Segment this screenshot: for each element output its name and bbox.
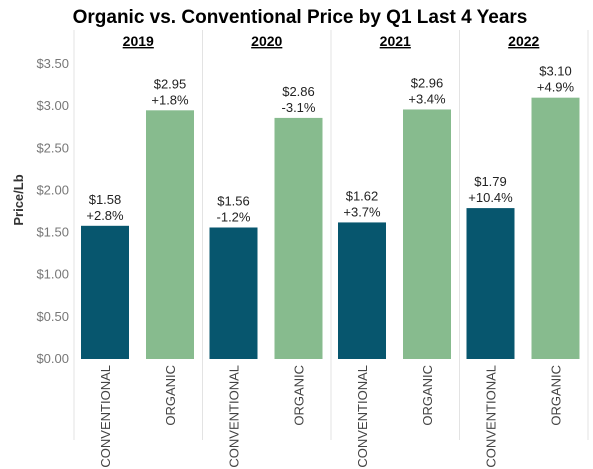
data-label-change: +4.9% <box>537 80 575 95</box>
data-label-price: $1.58 <box>89 192 122 207</box>
x-tick-label: ORGANIC <box>163 365 178 426</box>
data-label-change: -3.1% <box>282 100 316 115</box>
year-group-2022: 2022 $1.79+10.4% CONVENTIONAL $3.10+4.9% ORG… <box>466 33 580 468</box>
data-label-change: +2.8% <box>86 208 124 223</box>
data-label-price: $2.86 <box>282 84 315 99</box>
x-tick-label: ORGANIC <box>292 365 307 426</box>
y-tick-label: $2.00 <box>36 182 69 197</box>
y-tick-label: $1.00 <box>36 267 69 282</box>
x-tick-label: CONVENTIONAL <box>227 365 242 468</box>
data-label-price: $1.56 <box>217 193 250 208</box>
year-header: 2019 <box>123 33 154 49</box>
x-tick-label: CONVENTIONAL <box>355 365 370 468</box>
year-header: 2022 <box>508 33 539 49</box>
year-header: 2021 <box>380 33 411 49</box>
x-tick-label: CONVENTIONAL <box>98 365 113 468</box>
year-group-2021: 2021 $1.62+3.7% CONVENTIONAL $2.96+3.4% ORGA… <box>338 33 451 468</box>
y-tick-label: $2.50 <box>36 140 69 155</box>
data-label-change: +1.8% <box>151 92 189 107</box>
year-group-2020: 2020 $1.56-1.2% CONVENTIONAL $2.86-3.1% ORGA… <box>209 33 323 468</box>
bar-organic-2020 <box>274 117 323 359</box>
data-label-price: $2.95 <box>154 76 187 91</box>
data-label-change: -1.2% <box>217 209 251 224</box>
year-header: 2020 <box>251 33 282 49</box>
bar-organic-2022 <box>531 97 580 360</box>
year-group-2019: 2019 $1.58+2.8% CONVENTIONAL $2.95+1.8% ORGA… <box>81 33 194 468</box>
data-label-price: $2.96 <box>411 75 444 90</box>
chart-title: Organic vs. Conventional Price by Q1 Las… <box>73 7 528 28</box>
data-label-price: $3.10 <box>539 64 572 79</box>
chart-groups: 2019 $1.58+2.8% CONVENTIONAL $2.95+1.8% ORGA… <box>73 30 589 468</box>
x-tick-label: ORGANIC <box>549 365 564 426</box>
y-axis-ticks: $0.00 $0.50 $1.00 $1.50 $2.00 $2.50 $3.00 $3.50 <box>36 56 69 366</box>
y-tick-label: $0.50 <box>36 309 69 324</box>
bar-organic-2019 <box>146 110 194 359</box>
y-tick-label: $3.50 <box>36 56 69 71</box>
bar-conventional-2022 <box>466 208 515 359</box>
x-tick-label: CONVENTIONAL <box>484 365 499 468</box>
x-tick-label: ORGANIC <box>420 365 435 426</box>
data-label-change: +3.4% <box>408 91 446 106</box>
bar-conventional-2019 <box>81 225 129 359</box>
y-tick-label: $3.00 <box>36 98 69 113</box>
data-label-change: +10.4% <box>468 190 513 205</box>
data-label-price: $1.62 <box>346 188 379 203</box>
y-axis-label: Price/Lb <box>11 174 26 225</box>
bar-organic-2021 <box>403 109 451 359</box>
data-label-price: $1.79 <box>474 174 507 189</box>
y-tick-label: $1.50 <box>36 225 69 240</box>
data-label-change: +3.7% <box>343 204 381 219</box>
y-tick-label: $0.00 <box>36 351 69 366</box>
bar-conventional-2021 <box>338 222 386 359</box>
bar-conventional-2020 <box>209 227 258 359</box>
